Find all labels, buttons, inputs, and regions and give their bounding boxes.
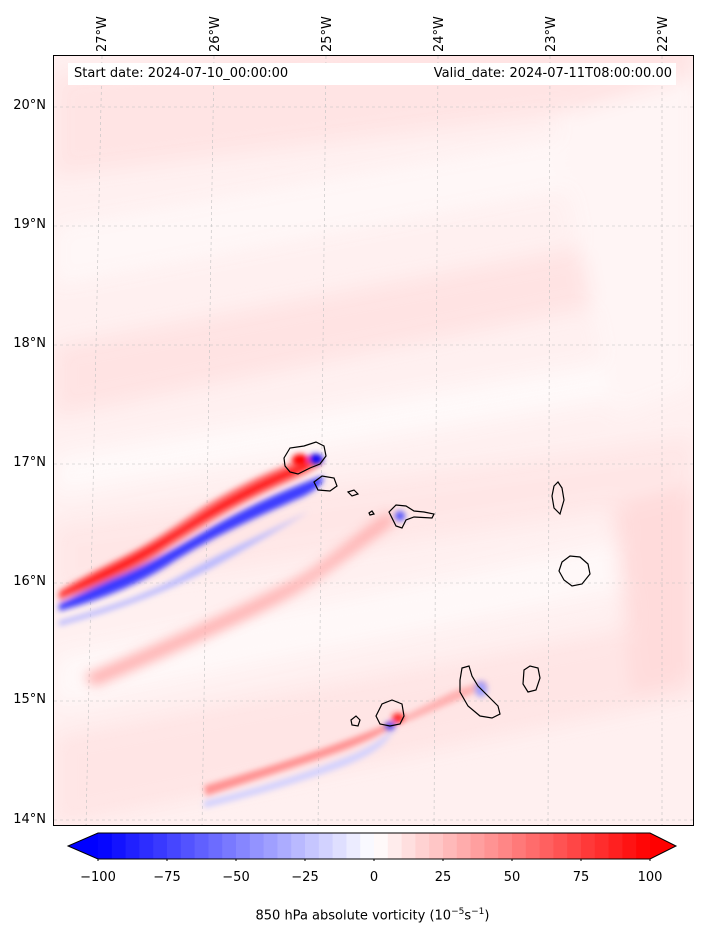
island-maio <box>522 665 541 693</box>
colorbar-segment <box>125 833 140 859</box>
lat-tick-15n: 15°N <box>13 692 46 707</box>
colorbar-segment <box>249 833 265 859</box>
lat-tick-17n: 17°N <box>13 455 46 470</box>
colorbar-segment <box>332 833 347 859</box>
colorbar-tick-50: 50 <box>503 870 521 885</box>
colorbar-segment <box>415 833 430 859</box>
colorbar-segment <box>594 833 610 859</box>
island-santiago <box>459 665 501 719</box>
graticule <box>54 56 693 825</box>
wake-middle <box>84 514 395 686</box>
colorbar-tick-25: 25 <box>434 870 452 885</box>
colorbar-tick-m75: −75 <box>153 870 181 885</box>
map-panel[interactable]: Start date: 2024-07-10_00:00:00 Valid_da… <box>53 55 694 826</box>
colorbar <box>66 832 678 861</box>
colorbar-segment <box>443 833 458 859</box>
colorbar-label-end: ) <box>484 908 490 924</box>
colorbar-segment <box>387 833 403 859</box>
colorbar-extend-min <box>68 833 98 859</box>
lon-tick-24w: 24°W <box>432 16 447 52</box>
colorbar-segment <box>139 833 154 859</box>
lon-tick-27w: 27°W <box>95 16 110 52</box>
colorbar-segment <box>567 833 582 859</box>
colorbar-segment <box>539 833 554 859</box>
colorbar-tick-m100: −100 <box>80 870 116 885</box>
colorbar-segment <box>111 833 127 859</box>
colorbar-segment <box>167 833 182 859</box>
colorbar-segment <box>194 833 209 859</box>
colorbar-tick-m50: −50 <box>222 870 250 885</box>
vorticity-field <box>54 56 693 825</box>
island-brava <box>350 715 361 727</box>
colorbar-label-exp1: −5 <box>451 907 465 917</box>
colorbar-segment <box>484 833 499 859</box>
colorbar-segment <box>346 833 361 859</box>
colorbar-extend-max <box>650 833 676 859</box>
colorbar-segment <box>636 833 651 859</box>
colorbar-tick-75: 75 <box>572 870 590 885</box>
island-santo-antao <box>283 441 327 475</box>
colorbar-segment <box>512 833 527 859</box>
colorbar-label-mid: s <box>464 908 472 924</box>
lon-tick-25w: 25°W <box>320 16 335 52</box>
colorbar-segment <box>374 833 389 859</box>
colorbar-segment <box>153 833 168 859</box>
island-fogo <box>375 699 405 727</box>
lat-tick-19n: 19°N <box>13 217 46 232</box>
lon-tick-22w: 22°W <box>656 16 671 52</box>
colorbar-segment <box>305 833 320 859</box>
lat-tick-14n: 14°N <box>13 812 46 827</box>
island-sao-nicolau <box>388 504 435 529</box>
colorbar-segment <box>470 833 485 859</box>
colorbar-segment <box>208 833 223 859</box>
colorbar-segment <box>456 833 472 859</box>
lon-tick-23w: 23°W <box>544 16 559 52</box>
colorbar-segment <box>263 833 278 859</box>
colorbar-label: 850 hPa absolute vorticity (10−5s−1) <box>0 907 703 923</box>
colorbar-segment <box>553 833 568 859</box>
colorbar-segment <box>429 833 444 859</box>
lat-tick-18n: 18°N <box>13 336 46 351</box>
lat-tick-16n: 16°N <box>13 574 46 589</box>
colorbar-segment <box>180 833 196 859</box>
coastlines <box>283 441 591 727</box>
wake-south <box>204 682 487 808</box>
island-razo <box>368 510 375 516</box>
colorbar-tick-0: 0 <box>369 870 379 885</box>
colorbar-segment <box>525 833 541 859</box>
colorbar-segment <box>291 833 306 859</box>
date-banner: Start date: 2024-07-10_00:00:00 Valid_da… <box>68 63 676 85</box>
island-boa-vista <box>558 555 591 587</box>
colorbar-segment <box>401 833 416 859</box>
lat-tick-20n: 20°N <box>13 98 46 113</box>
colorbar-segment <box>277 833 292 859</box>
valid-date-label: Valid_date: 2024-07-11T08:00:00.00 <box>433 66 672 81</box>
start-date-label: Start date: 2024-07-10_00:00:00 <box>74 66 289 81</box>
colorbar-segment <box>608 833 623 859</box>
colorbar-segment <box>98 833 113 859</box>
wake-north <box>59 456 324 626</box>
colorbar-label-text: 850 hPa absolute vorticity (10 <box>255 908 452 924</box>
field-mottle <box>54 56 693 825</box>
island-sao-vicente <box>313 475 338 492</box>
colorbar-segment <box>318 833 334 859</box>
colorbar-segment <box>236 833 251 859</box>
island-santa-luzia <box>346 489 360 497</box>
colorbar-segment <box>222 833 237 859</box>
colorbar-tick-m25: −25 <box>291 870 319 885</box>
colorbar-segment <box>581 833 596 859</box>
colorbar-segment <box>622 833 637 859</box>
colorbar-tick-100: 100 <box>637 870 663 885</box>
colorbar-segment <box>360 833 375 859</box>
colorbar-segment <box>498 833 513 859</box>
colorbar-label-exp2: −1 <box>471 907 485 917</box>
island-sal <box>551 481 565 516</box>
lon-tick-26w: 26°W <box>208 16 223 52</box>
